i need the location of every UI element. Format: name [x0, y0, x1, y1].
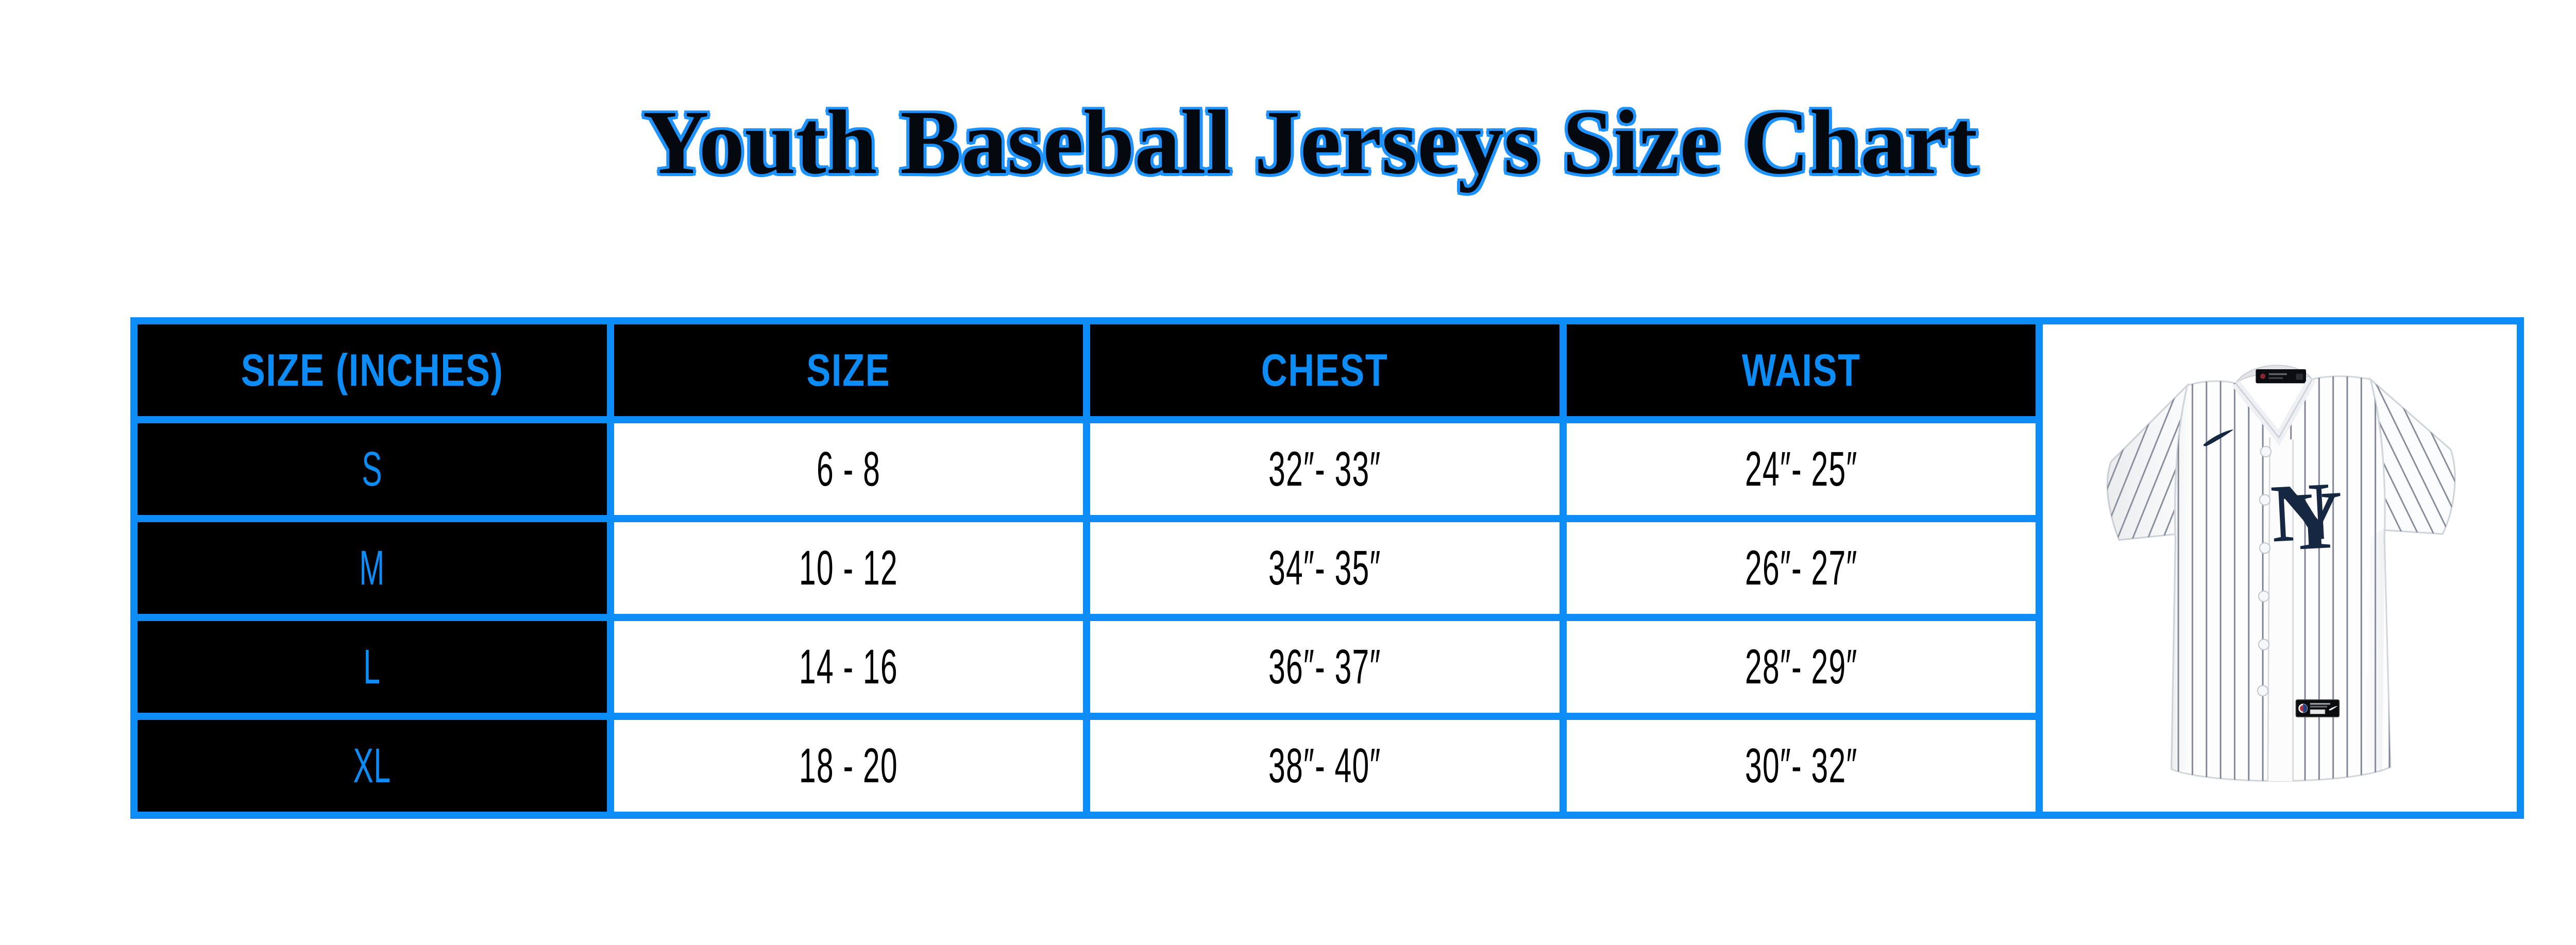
chest-value: 38″- 40″ — [1268, 738, 1381, 793]
jersey-neckline-edge — [2235, 379, 2313, 439]
row-xl-size-cell: 18 - 20 — [614, 720, 1083, 812]
size-value: 10 - 12 — [799, 540, 898, 595]
row-m-chest-cell: 34″- 35″ — [1090, 522, 1560, 614]
jersey-placket — [2257, 437, 2294, 781]
waist-value: 28″- 29″ — [1744, 639, 1858, 694]
svg-text:Y: Y — [2281, 473, 2346, 568]
row-s-chest-cell: 32″- 33″ — [1090, 423, 1560, 515]
jersey-buttons — [2257, 445, 2272, 697]
row-xl-chest-cell: 38″- 40″ — [1090, 720, 1560, 812]
size-value: 6 - 8 — [816, 441, 880, 496]
jersey-left-sleeve — [2106, 382, 2189, 541]
size-value: 14 - 16 — [799, 639, 898, 694]
size-label: S — [362, 441, 383, 496]
row-l-chest-cell: 36″- 37″ — [1090, 621, 1560, 713]
row-l-label-cell: L — [138, 621, 607, 713]
header-waist-label: WAIST — [1741, 345, 1861, 396]
header-size-inches: SIZE (INCHES) — [138, 324, 607, 416]
row-l-size-cell: 14 - 16 — [614, 621, 1083, 713]
waist-value: 30″- 32″ — [1744, 738, 1858, 793]
row-m-waist-cell: 26″- 27″ — [1566, 522, 2036, 614]
header-chest: CHEST — [1090, 324, 1560, 416]
row-xl-waist-cell: 30″- 32″ — [1566, 720, 2036, 812]
page-title: Youth Baseball Jerseys Size Chart — [642, 91, 1978, 193]
chest-value: 34″- 35″ — [1268, 540, 1381, 595]
header-waist: WAIST — [1566, 324, 2036, 416]
size-label: M — [359, 540, 385, 595]
waist-value: 24″- 25″ — [1744, 441, 1858, 496]
yankees-pinstripe-jersey-photo: N Y — [2106, 365, 2456, 782]
chest-value: 36″- 37″ — [1268, 639, 1381, 694]
jock-tag — [2295, 699, 2340, 717]
waist-value: 26″- 27″ — [1744, 540, 1858, 595]
row-s-size-cell: 6 - 8 — [614, 423, 1083, 515]
size-label: XL — [353, 738, 391, 793]
header-size-inches-label: SIZE (INCHES) — [241, 345, 504, 396]
header-chest-label: CHEST — [1261, 345, 1388, 396]
row-m-size-cell: 10 - 12 — [614, 522, 1083, 614]
chest-value: 32″- 33″ — [1268, 441, 1381, 496]
ny-logo: N Y — [2268, 465, 2345, 568]
nike-swoosh-icon — [2203, 429, 2234, 446]
size-label: L — [363, 639, 381, 694]
row-s-waist-cell: 24″- 25″ — [1566, 423, 2036, 515]
header-size-label: SIZE — [806, 345, 891, 396]
size-chart-table: SIZE (INCHES) SIZE CHEST WAIST — [130, 317, 2524, 819]
row-s-label-cell: S — [138, 423, 607, 515]
row-xl-label-cell: XL — [138, 720, 607, 812]
header-size: SIZE — [614, 324, 1083, 416]
jersey-right-sleeve — [2368, 376, 2456, 535]
jersey-image-cell: N Y — [2043, 324, 2517, 812]
jersey-collar-back — [2235, 365, 2313, 384]
jock-tag-swoosh-icon — [2329, 706, 2338, 711]
row-l-waist-cell: 28″- 29″ — [1566, 621, 2036, 713]
svg-text:N: N — [2268, 465, 2333, 559]
collar-tag — [2256, 369, 2306, 383]
size-value: 18 - 20 — [799, 738, 898, 793]
row-m-label-cell: M — [138, 522, 607, 614]
